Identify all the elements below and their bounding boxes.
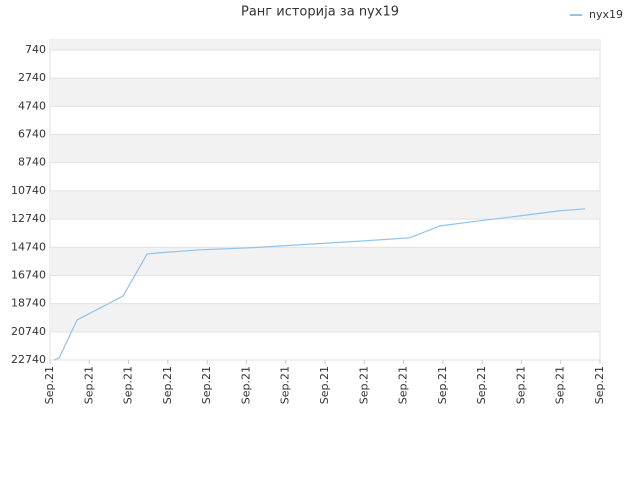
y-tick-label: 18740 (11, 297, 46, 310)
x-tick-label: Sep.21 (397, 366, 410, 404)
chart-title: Ранг историја за nyx19 (241, 5, 399, 20)
grid-band (50, 78, 600, 107)
x-tick-label: Sep.21 (514, 366, 527, 404)
y-tick-label: 14740 (11, 240, 46, 253)
y-tick-label: 12740 (11, 212, 46, 225)
x-tick-label: Sep.21 (122, 366, 135, 404)
y-tick-label: 16740 (11, 268, 46, 281)
grid-band (50, 303, 600, 332)
grid-band (50, 134, 600, 163)
legend-label: nyx19 (589, 8, 623, 21)
x-tick-label: Sep.21 (279, 366, 292, 404)
x-tick-label: Sep.21 (318, 366, 331, 404)
grid-band (50, 190, 600, 220)
x-tick-label: Sep.21 (239, 366, 252, 404)
grid-band (50, 40, 600, 51)
x-tick-label: Sep.21 (161, 366, 174, 404)
x-tick-label: Sep.21 (200, 366, 213, 404)
x-tick-label: Sep.21 (475, 366, 488, 404)
x-tick-label: Sep.21 (593, 366, 606, 404)
x-tick-label: Sep.21 (436, 366, 449, 404)
y-tick-label: 6740 (18, 128, 46, 141)
y-tick-label: 4740 (18, 99, 46, 112)
x-tick-label: Sep.21 (82, 366, 95, 404)
y-tick-label: 8740 (18, 156, 46, 169)
y-tick-label: 10740 (11, 184, 46, 197)
data-line (53, 208, 586, 361)
x-tick-label: Sep.21 (357, 366, 370, 404)
y-tick-label: 2740 (18, 71, 46, 84)
y-tick-label: 22740 (11, 353, 46, 366)
grid-band (50, 247, 600, 276)
y-tick-label: 20740 (11, 325, 46, 338)
x-tick-label: Sep.21 (43, 366, 56, 404)
x-tick-label: Sep.21 (554, 366, 567, 404)
y-tick-label: 740 (25, 43, 46, 56)
